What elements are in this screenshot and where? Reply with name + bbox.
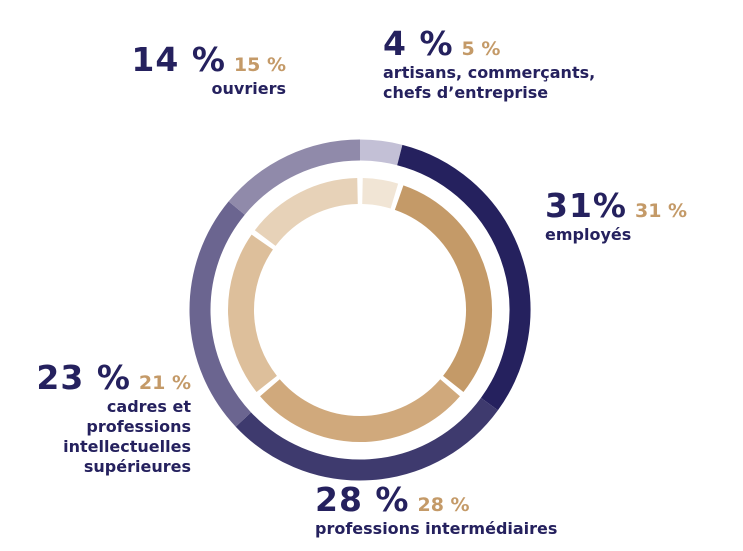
value-label: 4 % — [383, 24, 454, 63]
value-label: 31 % — [635, 200, 688, 222]
value-label: 14 % — [131, 40, 226, 79]
donut-segment — [359, 139, 403, 166]
value-row: 14 % 15 % — [60, 40, 286, 79]
value-label: 28 % — [417, 494, 470, 516]
value-label: 15 % — [233, 54, 286, 76]
label-group: 4 % 5 % artisans, commerçants, chefs d’ent… — [383, 24, 663, 103]
value-label: 31% — [545, 186, 627, 225]
value-label: 28 % — [315, 480, 410, 519]
donut-segment — [235, 397, 498, 481]
donut-segment — [361, 178, 399, 209]
category-label: professions intermédiaires — [315, 519, 558, 538]
category-label: cadres et professions intellectuelles su… — [63, 397, 191, 476]
value-row: 28 % 28 % — [315, 480, 635, 519]
value-row: 31% 31 % — [545, 186, 743, 225]
donut-segment — [254, 178, 359, 247]
donut-segment — [394, 185, 492, 392]
donut-segment — [189, 201, 252, 427]
donut-segment — [397, 144, 531, 411]
value-label: 23 % — [36, 358, 131, 397]
label-group: 23 % 21 % cadres et professions intellectu… — [5, 358, 191, 477]
donut-segment — [228, 234, 278, 392]
donut-segment — [228, 139, 361, 215]
label-group: 28 % 28 % professions intermédiaires — [315, 480, 635, 539]
label-group: 14 % 15 % ouvriers — [60, 40, 286, 99]
label-group: 31% 31 % employés — [545, 186, 743, 245]
category-label: artisans, commerçants, chefs d’entrepris… — [383, 63, 596, 102]
category-label: ouvriers — [211, 79, 286, 98]
value-label: 21 % — [138, 372, 191, 394]
value-label: 5 % — [461, 38, 501, 60]
donut-segment — [260, 379, 460, 442]
category-label: employés — [545, 225, 632, 244]
value-row: 23 % 21 % — [5, 358, 191, 397]
value-row: 4 % 5 % — [383, 24, 663, 63]
